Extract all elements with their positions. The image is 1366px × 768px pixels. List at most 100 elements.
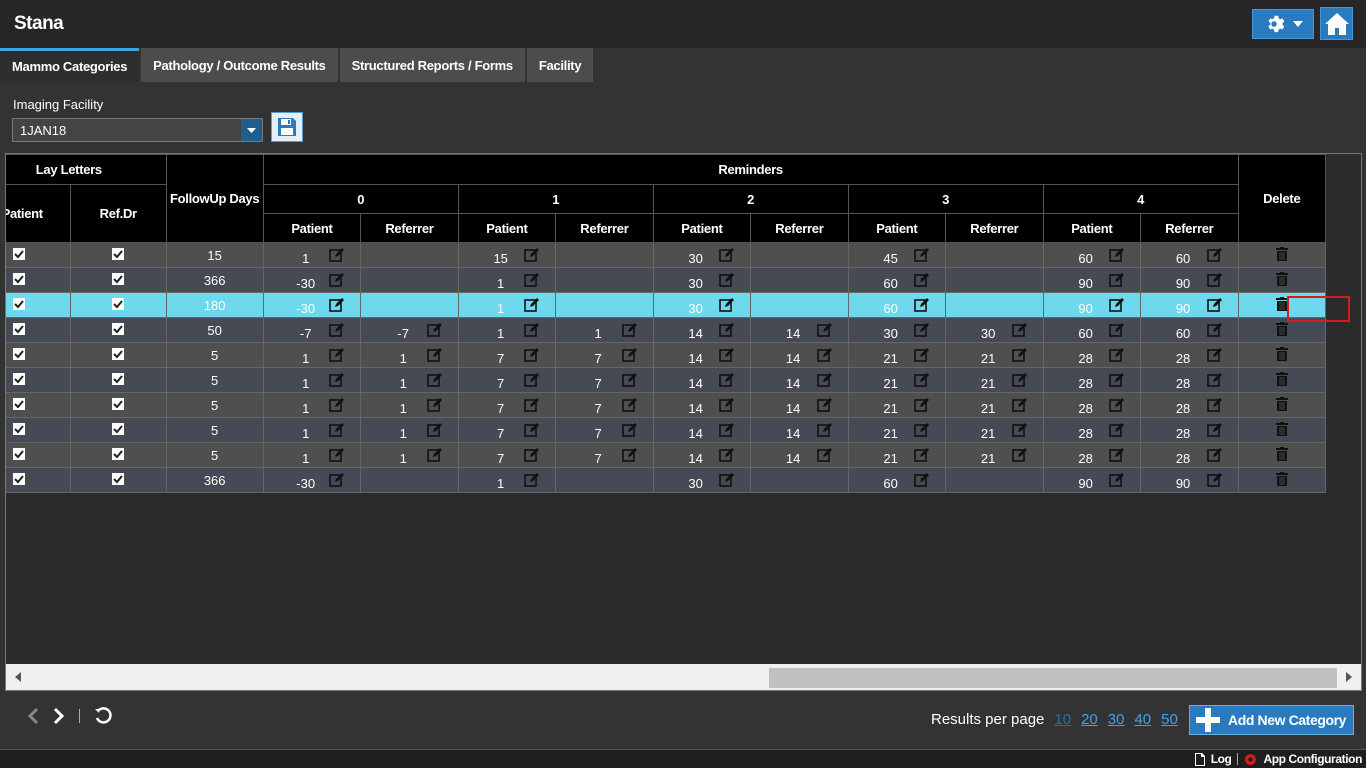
edit-icon[interactable] (816, 323, 832, 338)
reminder-referrer-cell[interactable] (360, 267, 459, 293)
edit-icon[interactable] (1109, 448, 1125, 463)
edit-icon[interactable] (1109, 473, 1125, 488)
page-size-40[interactable]: 40 (1134, 711, 1152, 728)
edit-icon[interactable] (719, 373, 735, 388)
edit-icon[interactable] (914, 248, 930, 263)
reminder-patient-cell[interactable]: -30 (262, 467, 362, 493)
reminder-referrer-cell[interactable]: 14 (750, 392, 849, 418)
delete-cell[interactable] (1237, 367, 1327, 393)
edit-icon[interactable] (329, 448, 345, 463)
edit-icon[interactable] (719, 323, 735, 338)
reminder-referrer-cell[interactable]: 1 (360, 442, 459, 468)
lay-refdr-checkbox[interactable] (69, 392, 167, 418)
reminder-referrer-cell[interactable]: 7 (555, 392, 654, 418)
edit-icon[interactable] (914, 273, 930, 288)
scroll-right-icon[interactable] (1346, 672, 1352, 682)
edit-icon[interactable] (1011, 348, 1027, 363)
checkbox-icon[interactable] (12, 397, 25, 410)
edit-icon[interactable] (524, 248, 540, 263)
lay-refdr-checkbox[interactable] (69, 367, 167, 393)
reminder-patient-cell[interactable]: 30 (847, 317, 947, 343)
patient-header[interactable]: Patient (262, 213, 362, 243)
lay-patient-checkbox[interactable] (6, 317, 71, 343)
reminder-patient-cell[interactable]: 30 (652, 242, 752, 268)
followup-days-cell[interactable]: 5 (165, 392, 264, 418)
lay-refdr-checkbox[interactable] (69, 442, 167, 468)
followup-days-cell[interactable]: 366 (165, 267, 264, 293)
followup-days-cell[interactable]: 5 (165, 342, 264, 368)
reminder-referrer-cell[interactable]: 21 (945, 392, 1044, 418)
edit-icon[interactable] (1206, 273, 1222, 288)
reminder-patient-cell[interactable]: 14 (652, 392, 752, 418)
reminder-patient-cell[interactable]: 1 (262, 242, 362, 268)
reminder-referrer-cell[interactable] (750, 292, 849, 318)
reminder-patient-cell[interactable]: 30 (652, 467, 752, 493)
reminder-referrer-cell[interactable]: 28 (1140, 417, 1239, 443)
checkbox-icon[interactable] (112, 397, 125, 410)
reminder-patient-cell[interactable]: 1 (262, 367, 362, 393)
reminder-patient-cell[interactable]: 90 (1042, 467, 1142, 493)
reminder-referrer-cell[interactable]: 28 (1140, 367, 1239, 393)
edit-icon[interactable] (1011, 398, 1027, 413)
table-row[interactable]: 5 1 1 7 7 14 14 21 21 28 28 (6, 442, 1327, 468)
edit-icon[interactable] (914, 473, 930, 488)
reminder-patient-cell[interactable]: 1 (457, 317, 557, 343)
lay-patient-checkbox[interactable] (6, 392, 71, 418)
edit-icon[interactable] (524, 473, 540, 488)
checkbox-icon[interactable] (112, 297, 125, 310)
home-button[interactable] (1320, 7, 1353, 40)
reminder-referrer-cell[interactable] (750, 267, 849, 293)
edit-icon[interactable] (1206, 373, 1222, 388)
trash-icon[interactable] (1275, 396, 1288, 411)
checkbox-icon[interactable] (12, 447, 25, 460)
edit-icon[interactable] (914, 373, 930, 388)
page-size-50[interactable]: 50 (1161, 711, 1178, 728)
settings-menu-button[interactable] (1252, 9, 1314, 39)
lay-refdr-header[interactable]: Ref.Dr (69, 184, 167, 243)
add-new-category-button[interactable]: Add New Category (1189, 705, 1354, 735)
lay-refdr-checkbox[interactable] (69, 342, 167, 368)
reminder-referrer-cell[interactable] (945, 242, 1044, 268)
edit-icon[interactable] (1206, 323, 1222, 338)
edit-icon[interactable] (329, 373, 345, 388)
referrer-header[interactable]: Referrer (750, 213, 849, 243)
edit-icon[interactable] (1206, 423, 1222, 438)
page-size-20[interactable]: 20 (1081, 711, 1098, 728)
delete-cell[interactable] (1237, 442, 1327, 468)
table-row[interactable]: 366 -30 1 30 60 90 90 (6, 467, 1327, 493)
reminder-patient-cell[interactable]: 28 (1042, 392, 1142, 418)
edit-icon[interactable] (1206, 473, 1222, 488)
lay-refdr-checkbox[interactable] (69, 467, 167, 493)
reminder-patient-cell[interactable]: 30 (652, 267, 752, 293)
edit-icon[interactable] (1206, 448, 1222, 463)
table-row[interactable]: 180 -30 1 30 60 90 90 (6, 292, 1327, 318)
reminder-patient-cell[interactable]: 14 (652, 342, 752, 368)
edit-icon[interactable] (524, 398, 540, 413)
edit-icon[interactable] (1011, 323, 1027, 338)
table-row[interactable]: 5 1 1 7 7 14 14 21 21 28 28 (6, 392, 1327, 418)
followup-days-cell[interactable]: 5 (165, 367, 264, 393)
next-page-icon[interactable] (53, 707, 65, 725)
trash-icon[interactable] (1275, 421, 1288, 436)
checkbox-icon[interactable] (12, 322, 25, 335)
patient-header[interactable]: Patient (847, 213, 947, 243)
reminder-referrer-cell[interactable]: -7 (360, 317, 459, 343)
edit-icon[interactable] (1206, 298, 1222, 313)
followup-days-cell[interactable]: 5 (165, 417, 264, 443)
checkbox-icon[interactable] (12, 347, 25, 360)
previous-page-icon[interactable] (27, 707, 39, 725)
edit-icon[interactable] (329, 398, 345, 413)
followup-days-cell[interactable]: 50 (165, 317, 264, 343)
lay-refdr-checkbox[interactable] (69, 317, 167, 343)
reminder-referrer-cell[interactable] (555, 292, 654, 318)
reminder-patient-cell[interactable]: 7 (457, 342, 557, 368)
reminder-patient-cell[interactable]: 21 (847, 417, 947, 443)
reminder-patient-cell[interactable]: 30 (652, 292, 752, 318)
checkbox-icon[interactable] (12, 472, 25, 485)
reminder-referrer-cell[interactable]: 7 (555, 442, 654, 468)
checkbox-icon[interactable] (112, 347, 125, 360)
reminder-referrer-cell[interactable]: 60 (1140, 242, 1239, 268)
followup-days-header[interactable]: FollowUp Days (165, 154, 264, 243)
horizontal-scrollbar[interactable] (6, 664, 1361, 690)
refresh-icon[interactable] (94, 707, 112, 725)
